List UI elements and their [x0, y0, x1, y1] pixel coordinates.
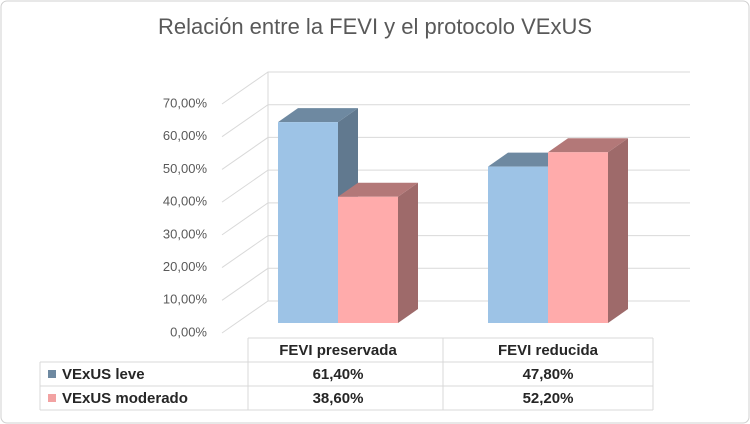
value-label: 52,20%	[523, 390, 574, 407]
legend-label: VExUS moderado	[62, 390, 188, 407]
legend-key	[48, 370, 56, 378]
bar-side	[398, 182, 418, 323]
y-tick-label: 50,00%	[163, 161, 208, 176]
bar-top	[278, 108, 358, 123]
bar	[338, 196, 398, 323]
chart-title: Relación entre la FEVI y el protocolo VE…	[158, 14, 592, 39]
value-label: 61,40%	[313, 366, 364, 383]
bar	[548, 152, 608, 323]
legend-key	[48, 394, 56, 402]
bar	[278, 122, 338, 324]
value-label: 47,80%	[523, 366, 574, 383]
bar-side	[608, 138, 628, 323]
y-tick-label: 20,00%	[163, 259, 208, 274]
y-tick-label: 40,00%	[163, 194, 208, 209]
y-tick-label: 10,00%	[163, 292, 208, 307]
y-tick-label: 30,00%	[163, 226, 208, 241]
bar-top	[548, 138, 628, 153]
y-tick-label: 70,00%	[163, 95, 208, 110]
x-tick-label: FEVI reducida	[498, 342, 599, 359]
y-tick-label: 60,00%	[163, 128, 208, 143]
value-label: 38,60%	[313, 390, 364, 407]
bar-top	[338, 182, 418, 197]
legend-label: VExUS leve	[62, 366, 145, 383]
y-tick-label: 0,00%	[170, 324, 207, 339]
bar	[488, 166, 548, 323]
x-tick-label: FEVI preservada	[279, 342, 397, 359]
